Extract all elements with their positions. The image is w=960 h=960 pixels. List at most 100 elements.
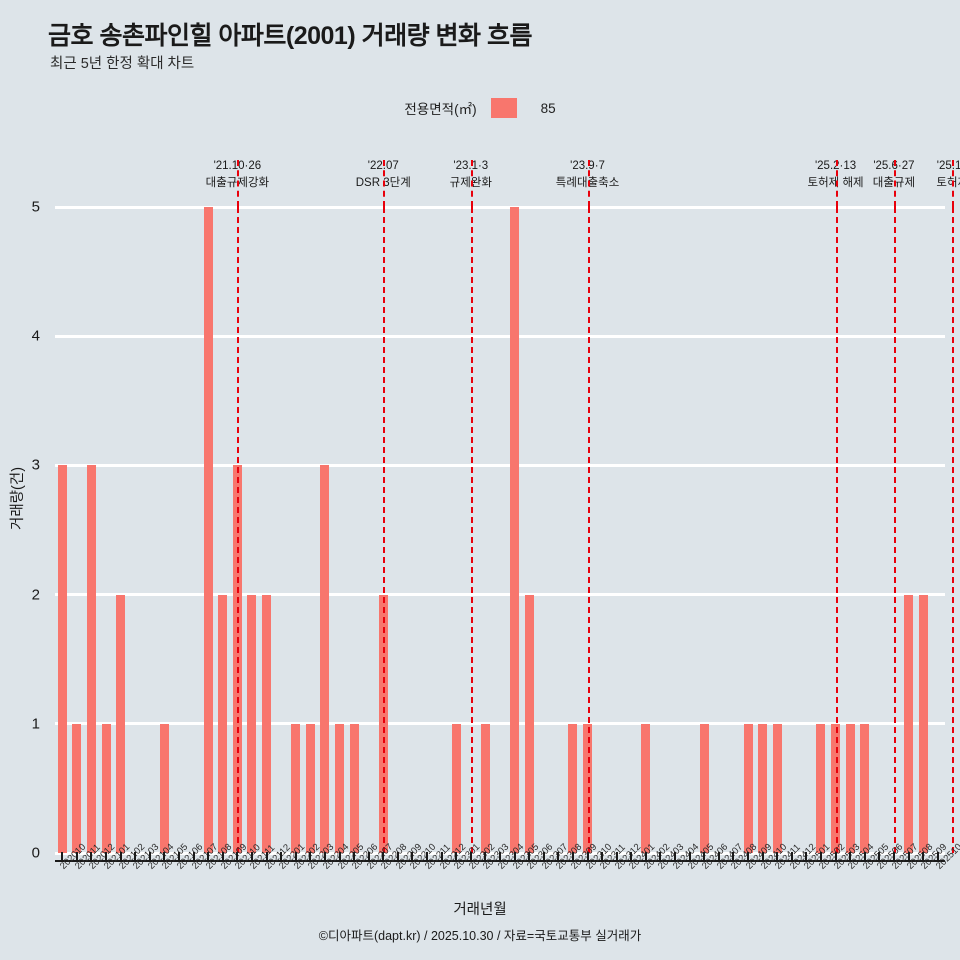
chart-subtitle: 최근 5년 한정 확대 차트 [50,56,195,72]
bar[interactable] [904,594,914,853]
bar[interactable] [699,723,709,853]
x-axis-tick-mark [761,852,764,861]
event-line [952,207,955,853]
x-axis-tick-mark [192,852,195,861]
gridline [55,463,945,467]
x-axis-tick-mark [236,852,239,861]
chart-title: 금호 송촌파인힐 아파트(2001) 거래량 변화 흐름 [48,22,533,50]
x-axis-tick-mark [90,852,93,861]
x-axis-tick-mark [426,852,429,861]
bar[interactable] [510,207,520,853]
x-axis-tick-mark [601,852,604,861]
bar[interactable] [918,594,928,853]
bar[interactable] [86,465,96,853]
bar[interactable] [247,594,257,853]
x-axis-tick-mark [353,852,356,861]
x-axis-tick-mark [323,852,326,861]
x-axis-tick-mark [805,852,808,861]
bar[interactable] [57,465,67,853]
bar[interactable] [159,723,169,853]
x-axis-tick-mark [309,852,312,861]
bar[interactable] [262,594,272,853]
x-axis-tick-mark [513,852,516,861]
event-line [237,207,240,853]
x-axis-tick-mark [440,852,443,861]
x-axis-tick-mark [878,852,881,861]
bar[interactable] [568,723,578,853]
event-line [835,207,838,853]
bar[interactable] [349,723,359,853]
gridline [55,593,945,597]
bar[interactable] [860,723,870,853]
bar[interactable] [291,723,301,853]
event-line-extension [587,160,590,207]
bar[interactable] [758,723,768,853]
bar[interactable] [320,465,330,853]
x-axis-tick-mark [265,852,268,861]
bar[interactable] [203,207,213,853]
y-axis-tick-label: 3 [31,456,40,474]
x-axis-tick-mark [542,852,545,861]
bar[interactable] [305,723,315,853]
x-axis-tick-mark [119,852,122,861]
x-axis-tick-mark [747,852,750,861]
bar[interactable] [480,723,490,853]
event-line-extension [835,160,838,207]
x-axis-tick-mark [207,852,210,861]
x-axis-tick-mark [499,852,501,861]
bar[interactable] [72,723,82,853]
bar[interactable] [845,723,855,853]
bar[interactable] [743,723,753,853]
event-annotation: '25.10 토허제 [936,158,960,191]
bar[interactable] [116,594,126,853]
x-axis-tick-mark [630,852,633,861]
x-axis-tick-mark [105,852,108,861]
event-line-extension [470,160,473,207]
x-axis-tick-mark [294,852,297,861]
legend-series-label: 85 [540,100,556,116]
bar[interactable] [772,723,782,853]
bar[interactable] [218,594,228,853]
x-axis-title: 거래년월 [453,902,507,918]
y-axis-tick-label: 2 [31,586,40,604]
x-axis-tick-mark [250,852,253,861]
x-axis-tick-mark [615,852,618,861]
x-axis-tick-mark [469,852,472,861]
y-axis-tick-label: 0 [31,844,40,862]
x-axis-tick-mark [790,852,793,861]
x-axis-tick-mark [411,852,414,861]
x-axis-tick-mark [732,852,735,861]
event-line [470,207,473,853]
x-axis-tick-mark [834,852,837,861]
bar[interactable] [524,594,534,853]
legend-color-swatch [490,98,517,118]
x-axis-tick-mark [659,852,662,861]
x-axis-tick-mark [776,852,779,861]
event-line [383,207,386,853]
x-axis-tick-mark [396,852,399,861]
gridline [55,205,945,209]
bar[interactable] [101,723,111,853]
x-axis-tick-mark [922,852,925,861]
bar[interactable] [232,465,242,853]
x-axis-tick-mark [571,852,574,861]
x-axis-tick-mark [367,852,370,861]
x-axis-tick-mark [484,852,487,861]
x-axis-tick-mark [221,852,224,861]
bar[interactable] [641,723,651,853]
bar[interactable] [816,723,826,853]
x-axis-tick-mark [148,852,151,861]
x-axis-tick-mark [75,852,78,861]
x-axis-tick-mark [863,852,866,861]
x-axis-tick-mark [688,852,691,861]
bar[interactable] [334,723,345,853]
x-axis-tick-mark [644,852,647,861]
x-axis-tick-mark [382,852,385,861]
x-axis-tick-mark [134,852,137,861]
chart-footer: ©디아파트(dapt.kr) / 2025.10.30 / 자료=국토교통부 실… [318,929,642,943]
y-axis-tick-label: 1 [31,715,40,733]
bar[interactable] [451,723,461,853]
x-axis-tick-mark [455,852,458,861]
legend-title: 전용면적(㎡) [404,102,477,117]
